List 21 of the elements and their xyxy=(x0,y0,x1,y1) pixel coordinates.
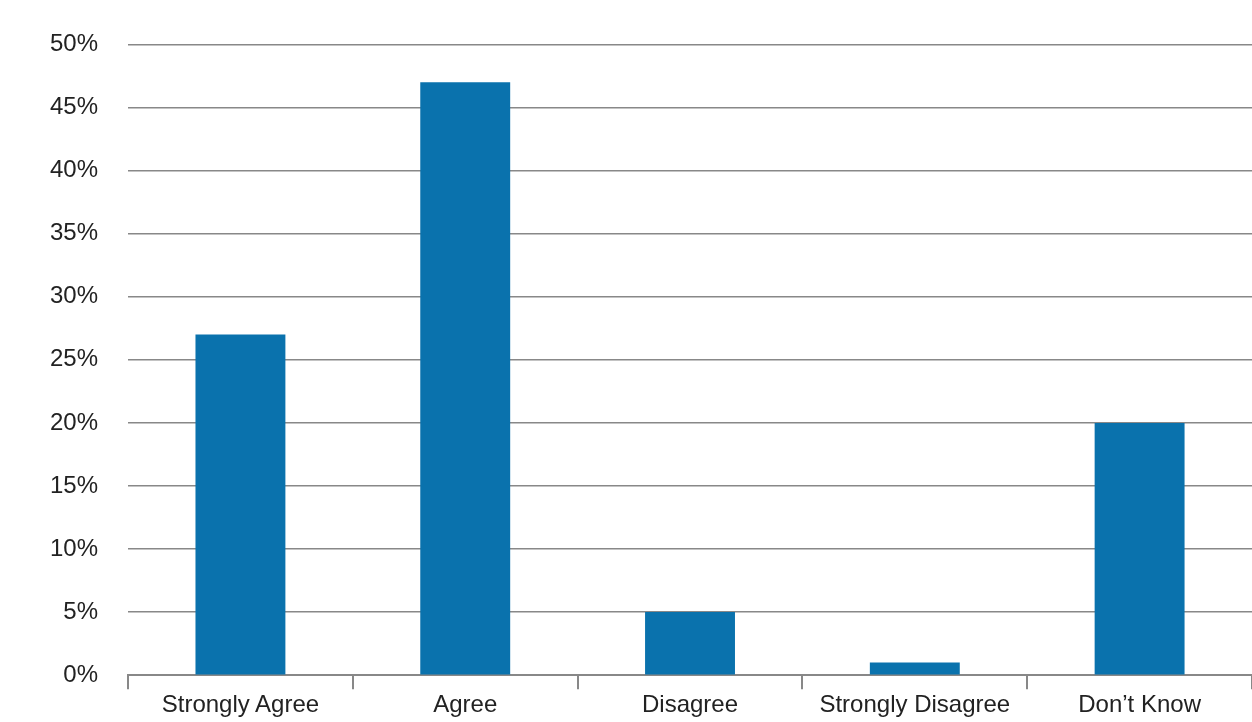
y-tick-label: 25% xyxy=(49,344,99,372)
y-tick-label: 30% xyxy=(49,281,99,309)
y-tick-label: 0% xyxy=(63,659,99,687)
y-tick-label: 10% xyxy=(49,533,99,561)
x-tick-label: Don’t Know xyxy=(1078,690,1202,718)
y-tick-label: 15% xyxy=(49,470,99,498)
bar xyxy=(195,334,286,675)
x-tick-label: Strongly Disagree xyxy=(819,690,1011,718)
y-tick-label: 45% xyxy=(49,92,99,120)
x-tick-label: Agree xyxy=(433,690,498,718)
y-tick-label: 40% xyxy=(49,155,99,183)
x-tick-label: Disagree xyxy=(641,690,739,718)
bar xyxy=(645,612,735,675)
bar xyxy=(869,662,960,675)
bar xyxy=(420,82,511,675)
bar xyxy=(1094,422,1185,675)
x-tick-label: Strongly Agree xyxy=(161,690,320,718)
y-tick-label: 5% xyxy=(63,596,99,624)
y-tick-label: 35% xyxy=(49,218,99,246)
y-tick-label: 20% xyxy=(49,407,99,435)
y-tick-label: 50% xyxy=(49,29,99,57)
